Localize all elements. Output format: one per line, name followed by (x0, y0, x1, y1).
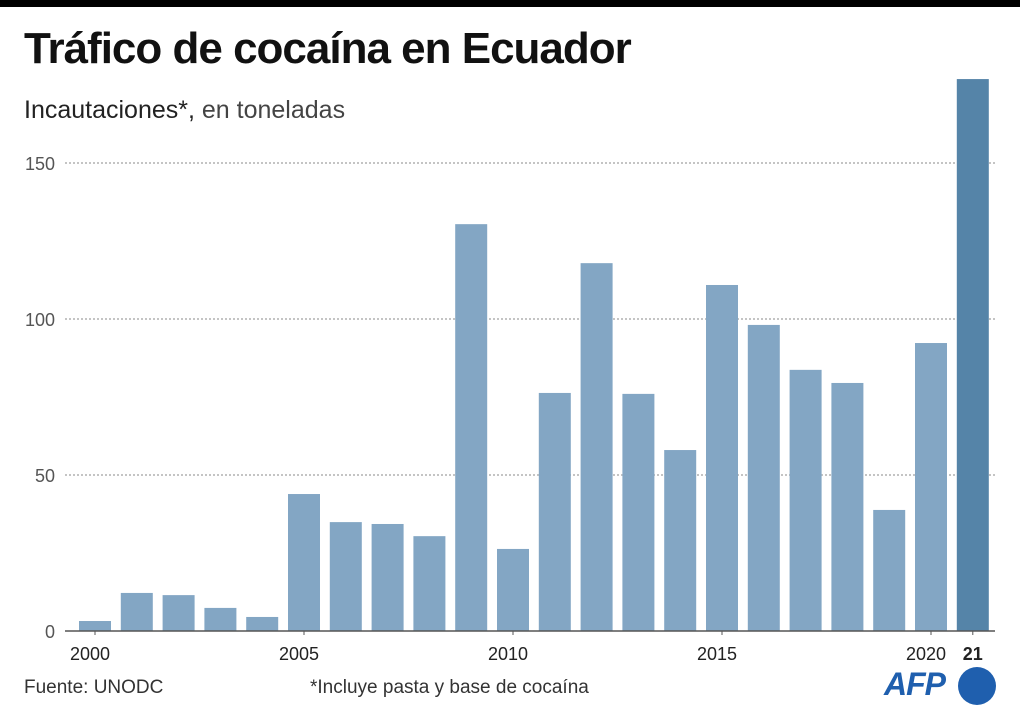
y-tick-label: 50 (35, 466, 55, 486)
y-tick-label: 100 (25, 310, 55, 330)
afp-logo-text: AFP (884, 666, 946, 702)
x-tick-label: 21 (963, 644, 983, 664)
bar-2015 (706, 284, 738, 631)
bar-2010 (497, 548, 529, 631)
x-tick-label: 2015 (697, 644, 737, 664)
bar-2006 (329, 522, 362, 631)
bar-2008 (413, 536, 446, 631)
x-tick-label: 2020 (906, 644, 946, 664)
bar-2016 (747, 324, 780, 631)
bar-2021 (956, 79, 989, 631)
bar-2007 (371, 523, 404, 631)
afp-logo: AFP (884, 666, 1000, 706)
x-tick-label: 2010 (488, 644, 528, 664)
bar-2017 (789, 369, 822, 631)
subtitle-rest: en toneladas (194, 96, 346, 124)
bar-2012 (580, 263, 613, 631)
footnote-text: *Incluye pasta y base de cocaína (310, 677, 589, 698)
bar-2003 (204, 607, 237, 631)
bar-2005 (288, 494, 320, 631)
x-tick-label: 2000 (70, 644, 110, 664)
y-tick-label: 0 (45, 622, 55, 642)
bar-2001 (120, 592, 153, 631)
y-tick-label: 150 (25, 154, 55, 174)
source-text: Fuente: UNODC (24, 677, 164, 698)
bar-2009 (455, 224, 488, 632)
chart-subtitle: Incautaciones*, en toneladas (24, 96, 345, 125)
bar-2020 (915, 343, 947, 631)
bar-2018 (831, 382, 864, 631)
subtitle-bold: Incautaciones*, (24, 96, 195, 124)
bar-2000 (79, 621, 111, 631)
bar-2014 (664, 450, 697, 631)
bar-2004 (246, 616, 279, 631)
bar-2013 (622, 393, 655, 631)
x-tick-label: 2005 (279, 644, 319, 664)
bar-2002 (162, 595, 195, 631)
bar-2011 (538, 392, 571, 631)
chart-title: Tráfico de cocaína en Ecuador (24, 24, 632, 73)
afp-logo-dot (958, 667, 996, 705)
top-bar (0, 0, 1020, 7)
bar-2019 (873, 509, 906, 631)
